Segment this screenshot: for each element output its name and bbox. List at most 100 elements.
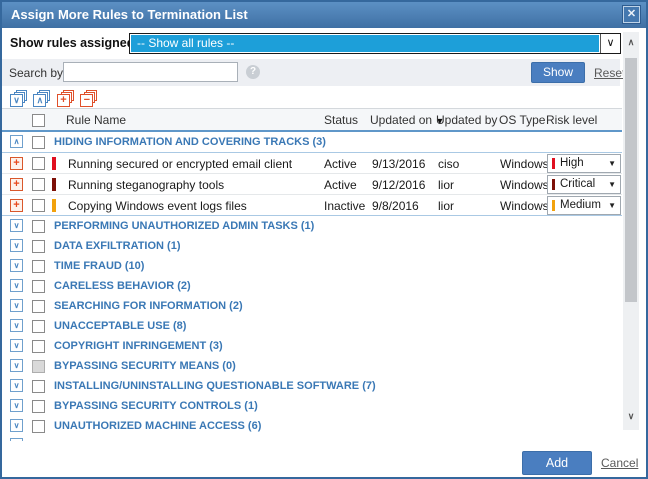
cancel-link[interactable]: Cancel <box>601 456 639 470</box>
collapse-all-icon[interactable]: ∧ <box>33 90 51 107</box>
add-button[interactable]: Add <box>522 451 592 475</box>
category-label: TIME FRAUD (10) <box>54 260 145 272</box>
table-row: + Running secured or encrypted email cli… <box>2 153 622 174</box>
category-checkbox[interactable] <box>32 260 45 273</box>
vertical-scrollbar[interactable]: ∧ ∨ <box>623 32 639 430</box>
category-row-expanded: ∧ HIDING INFORMATION AND COVERING TRACKS… <box>2 132 622 153</box>
risk-color-bar <box>552 158 555 169</box>
rule-checkbox[interactable] <box>32 178 45 191</box>
collapse-category-icon[interactable]: ∧ <box>10 135 23 148</box>
risk-indicator <box>52 178 56 191</box>
category-checkbox-disabled <box>32 360 45 373</box>
risk-level-dropdown[interactable]: High ▼ <box>547 154 621 173</box>
search-bar: Search by: ? Show Reset <box>2 59 625 86</box>
category-row: ∨ SEARCHING FOR INFORMATION (2) <box>2 296 622 316</box>
category-checkbox[interactable] <box>32 240 45 253</box>
category-row: ∨ UNACCEPTABLE USE (8) <box>2 316 622 336</box>
close-icon[interactable]: ✕ <box>623 6 640 23</box>
header-rule-name[interactable]: Rule Name <box>66 113 127 127</box>
header-os-type[interactable]: OS Type <box>499 113 546 127</box>
search-input[interactable] <box>63 62 238 82</box>
risk-level-value: Medium <box>560 199 601 211</box>
category-row: ∨ COPYRIGHT INFRINGEMENT (3) <box>2 336 622 356</box>
category-row: ∨ BYPASSING SECURITY CONTROLS (1) <box>2 396 622 416</box>
category-checkbox[interactable] <box>32 136 45 149</box>
risk-color-bar <box>552 200 555 211</box>
help-icon: ? <box>246 65 260 79</box>
expand-category-icon[interactable]: ∨ <box>10 319 23 332</box>
select-all-checkbox[interactable] <box>32 114 45 127</box>
category-checkbox[interactable] <box>32 420 45 433</box>
rule-status: Inactive <box>324 199 366 213</box>
category-label: INSTALLING/UNINSTALLING QUESTIONABLE SOF… <box>54 380 376 392</box>
expand-category-icon[interactable]: ∨ <box>10 279 23 292</box>
category-checkbox[interactable] <box>32 340 45 353</box>
select-all-icon[interactable]: + <box>56 90 74 107</box>
category-label: BYPASSING SECURITY MEANS (0) <box>54 360 236 372</box>
category-label: UNAUTHORIZED MACHINE ACCESS (6) <box>54 420 262 432</box>
risk-level-dropdown[interactable]: Critical ▼ <box>547 175 621 194</box>
category-label: COPYRIGHT INFRINGEMENT (3) <box>54 340 223 352</box>
rule-name: Copying Windows event logs files <box>68 199 247 213</box>
category-checkbox[interactable] <box>32 220 45 233</box>
category-checkbox[interactable] <box>32 300 45 313</box>
category-checkbox[interactable] <box>32 400 45 413</box>
header-risk-level[interactable]: Risk level <box>546 113 598 127</box>
expand-rule-icon[interactable]: + <box>10 157 23 170</box>
scroll-up-icon[interactable]: ∧ <box>627 37 635 47</box>
rules-filter-dropdown[interactable]: -- Show all rules -- ∨ <box>129 33 621 54</box>
header-updated-by[interactable]: Updated by <box>436 113 498 127</box>
category-label: PERFORMING UNAUTHORIZED ADMIN TASKS (1) <box>54 220 315 232</box>
table-row: + Copying Windows event logs files Inact… <box>2 195 622 216</box>
scroll-down-icon[interactable]: ∨ <box>627 411 635 421</box>
risk-indicator <box>52 199 56 212</box>
category-row: ∨ DATA EXFILTRATION (1) <box>2 236 622 256</box>
expand-category-icon[interactable]: ∨ <box>10 219 23 232</box>
expand-rule-icon[interactable]: + <box>10 199 23 212</box>
chevron-down-icon[interactable]: ∨ <box>600 34 620 53</box>
scrollbar-thumb[interactable] <box>625 58 637 302</box>
risk-level-value: High <box>560 157 584 169</box>
rule-updated-by: ciso <box>438 157 460 171</box>
category-checkbox[interactable] <box>32 280 45 293</box>
category-checkbox[interactable] <box>32 380 45 393</box>
expand-category-icon[interactable]: ∨ <box>10 419 23 432</box>
clipped-expand-icon <box>10 438 23 441</box>
header-status[interactable]: Status <box>324 113 359 127</box>
sort-desc-icon: ▼ <box>435 116 445 126</box>
category-row: ∨ UNAUTHORIZED MACHINE ACCESS (6) <box>2 416 622 436</box>
header-updated-on[interactable]: Updated on ▼ <box>370 113 445 127</box>
expand-category-icon[interactable]: ∨ <box>10 339 23 352</box>
expand-category-icon[interactable]: ∨ <box>10 259 23 272</box>
rule-updated-by: lior <box>438 178 455 192</box>
category-checkbox[interactable] <box>32 320 45 333</box>
category-label: HIDING INFORMATION AND COVERING TRACKS (… <box>54 136 326 148</box>
rules-table-body: ∧ HIDING INFORMATION AND COVERING TRACKS… <box>2 132 622 442</box>
show-button[interactable]: Show <box>531 62 585 83</box>
partially-visible-row <box>2 436 622 442</box>
rule-os-type: Windows <box>500 178 549 192</box>
rule-checkbox[interactable] <box>32 157 45 170</box>
rule-updated-on: 9/13/2016 <box>372 157 426 171</box>
expand-category-icon[interactable]: ∨ <box>10 299 23 312</box>
expand-category-icon[interactable]: ∨ <box>10 379 23 392</box>
reset-link[interactable]: Reset <box>594 66 626 80</box>
expand-all-icon[interactable]: ∨ <box>10 90 27 107</box>
expand-category-icon[interactable]: ∨ <box>10 359 23 372</box>
expand-category-icon[interactable]: ∨ <box>10 399 23 412</box>
risk-level-dropdown[interactable]: Medium ▼ <box>547 196 621 215</box>
dropdown-arrow-icon: ▼ <box>608 201 616 210</box>
deselect-all-icon[interactable]: − <box>80 90 98 107</box>
filter-selected-option: -- Show all rules -- <box>131 35 599 52</box>
rule-status: Active <box>324 157 357 171</box>
expand-category-icon[interactable]: ∨ <box>10 239 23 252</box>
category-row: ∨ TIME FRAUD (10) <box>2 256 622 276</box>
category-label: CARELESS BEHAVIOR (2) <box>54 280 191 292</box>
category-label: BYPASSING SECURITY CONTROLS (1) <box>54 400 258 412</box>
expand-rule-icon[interactable]: + <box>10 178 23 191</box>
risk-color-bar <box>552 179 555 190</box>
rule-updated-on: 9/12/2016 <box>372 178 426 192</box>
rule-checkbox[interactable] <box>32 199 45 212</box>
rule-updated-by: lior <box>438 199 455 213</box>
